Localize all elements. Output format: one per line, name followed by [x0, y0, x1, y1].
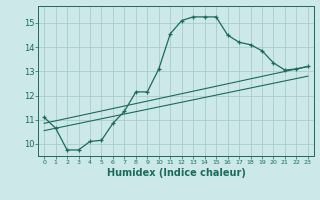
X-axis label: Humidex (Indice chaleur): Humidex (Indice chaleur)	[107, 168, 245, 178]
